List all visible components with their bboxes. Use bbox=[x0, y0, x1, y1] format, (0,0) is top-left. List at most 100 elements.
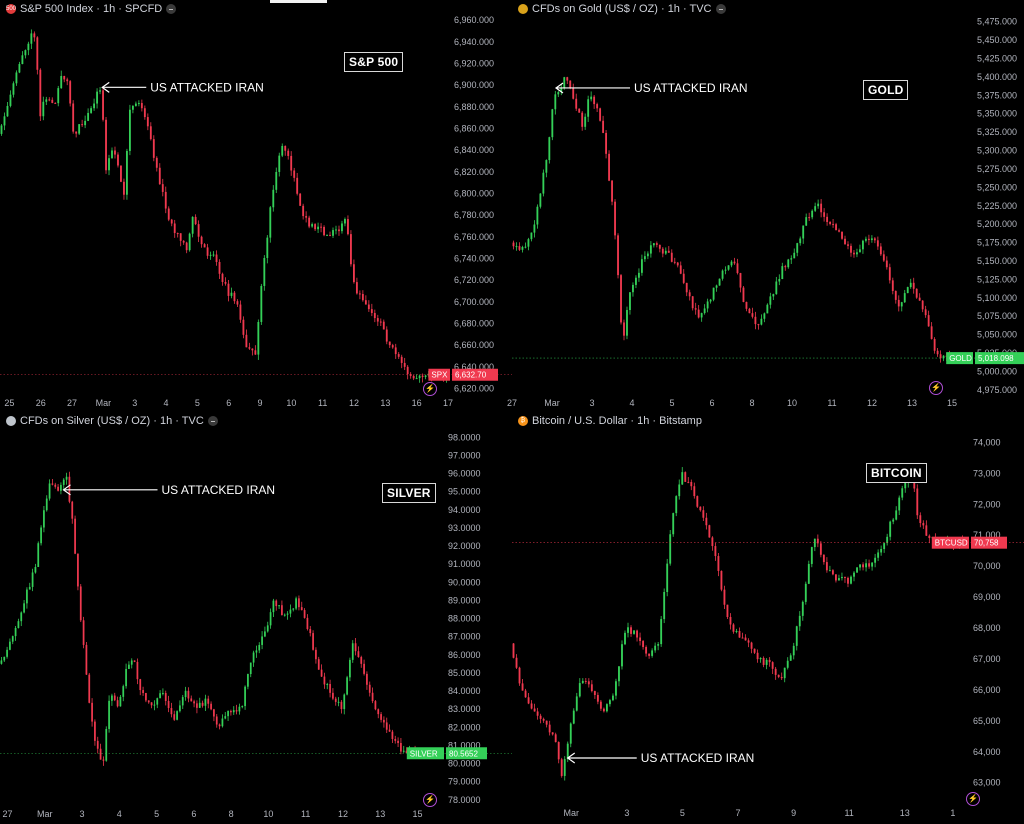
candle-body bbox=[0, 660, 3, 664]
candle-body bbox=[281, 145, 284, 156]
price-tag-label-bg bbox=[946, 352, 973, 365]
y-tick-label: 6,720.000 bbox=[454, 275, 494, 285]
candle-body bbox=[593, 691, 596, 695]
box-label: SILVER bbox=[382, 483, 436, 503]
collapse-icon[interactable] bbox=[715, 4, 726, 14]
candle-body bbox=[385, 722, 388, 730]
candle-body bbox=[739, 273, 742, 288]
candle-body bbox=[906, 287, 909, 294]
candle-body bbox=[159, 693, 161, 699]
candle-body bbox=[289, 609, 292, 614]
candle-body bbox=[391, 731, 394, 740]
candle-body bbox=[614, 201, 616, 236]
candle-body bbox=[190, 698, 193, 702]
candle-body bbox=[542, 718, 545, 721]
candle-body bbox=[877, 552, 880, 558]
candle-body bbox=[88, 674, 91, 703]
candle-body bbox=[65, 476, 68, 480]
candle-body bbox=[708, 525, 711, 538]
candle-body bbox=[652, 243, 655, 246]
candle-body bbox=[354, 643, 357, 652]
candle-body bbox=[210, 703, 212, 710]
candle-body bbox=[299, 193, 302, 206]
candle-body bbox=[43, 510, 45, 528]
candle-body bbox=[786, 660, 789, 668]
candle-body bbox=[3, 116, 6, 126]
candle-body bbox=[295, 598, 297, 609]
candle-body bbox=[114, 150, 116, 155]
candle-body bbox=[402, 750, 405, 752]
bolt-icon[interactable]: ⚡ bbox=[929, 381, 943, 395]
candle-body bbox=[747, 640, 750, 643]
candle-body bbox=[753, 648, 756, 653]
candle-body bbox=[81, 124, 84, 126]
collapse-icon[interactable] bbox=[207, 416, 218, 426]
collapse-icon[interactable] bbox=[166, 4, 177, 14]
candle-body bbox=[400, 356, 403, 363]
candle-body bbox=[125, 668, 127, 687]
candle-body bbox=[578, 108, 581, 113]
candle-body bbox=[892, 519, 895, 522]
x-tick-label: 6 bbox=[191, 809, 196, 819]
candle-body bbox=[554, 734, 557, 743]
candle-body bbox=[777, 674, 780, 677]
price-tag-value-bg bbox=[975, 352, 1024, 365]
candle-body bbox=[904, 482, 907, 489]
candle-body bbox=[317, 659, 320, 670]
candle-body bbox=[357, 651, 360, 658]
candle-body bbox=[623, 322, 625, 336]
candle-body bbox=[530, 232, 533, 240]
annotation-label: US ATTACKED IRAN bbox=[150, 80, 264, 94]
candle-body bbox=[621, 644, 623, 667]
candle-body bbox=[811, 210, 814, 218]
candle-body bbox=[145, 693, 147, 701]
candle-body bbox=[584, 116, 587, 127]
candle-body bbox=[886, 536, 889, 544]
candle-body bbox=[232, 710, 235, 713]
x-tick-label: 12 bbox=[867, 398, 877, 408]
candle-body bbox=[185, 242, 188, 251]
candle-body bbox=[871, 562, 874, 567]
candle-body bbox=[816, 538, 819, 544]
candle-body bbox=[711, 537, 714, 547]
candle-body bbox=[762, 657, 765, 665]
candle-body bbox=[249, 662, 252, 675]
candle-body bbox=[380, 714, 382, 720]
x-tick-label: 27 bbox=[2, 809, 12, 819]
price-tag-value: 5,018.098 bbox=[978, 354, 1014, 363]
box-label: GOLD bbox=[863, 80, 909, 100]
price-tag-value-bg bbox=[446, 747, 487, 760]
candle-body bbox=[759, 657, 762, 660]
candle-body bbox=[640, 259, 643, 273]
candle-body bbox=[54, 102, 57, 104]
candle-body bbox=[281, 605, 283, 616]
candle-body bbox=[361, 294, 364, 301]
candle-body bbox=[768, 659, 771, 663]
candle-body bbox=[518, 667, 521, 684]
candle-body bbox=[421, 375, 424, 378]
y-tick-label: 85.0000 bbox=[448, 668, 481, 678]
candle-body bbox=[664, 250, 667, 254]
price-tag-value-bg bbox=[971, 536, 1007, 549]
candle-body bbox=[261, 636, 263, 645]
candle-body bbox=[181, 697, 184, 706]
candle-body bbox=[702, 510, 705, 518]
candle-body bbox=[303, 610, 306, 618]
candle-body bbox=[596, 104, 599, 109]
y-tick-label: 5,325.000 bbox=[977, 127, 1017, 137]
candle-body bbox=[30, 33, 33, 44]
candle-body bbox=[808, 217, 811, 219]
candle-body bbox=[826, 216, 829, 222]
candle-body bbox=[930, 326, 933, 339]
y-tick-label: 87.0000 bbox=[448, 632, 481, 642]
candle-body bbox=[156, 698, 159, 705]
candle-body bbox=[760, 318, 763, 325]
candle-body bbox=[733, 261, 736, 264]
bolt-icon[interactable]: ⚡ bbox=[423, 793, 437, 807]
candle-body bbox=[113, 695, 116, 701]
candle-body bbox=[593, 96, 596, 105]
bolt-icon[interactable]: ⚡ bbox=[966, 792, 980, 806]
bolt-icon[interactable]: ⚡ bbox=[423, 382, 437, 396]
candle-body bbox=[748, 308, 751, 314]
candle-body bbox=[215, 254, 218, 263]
